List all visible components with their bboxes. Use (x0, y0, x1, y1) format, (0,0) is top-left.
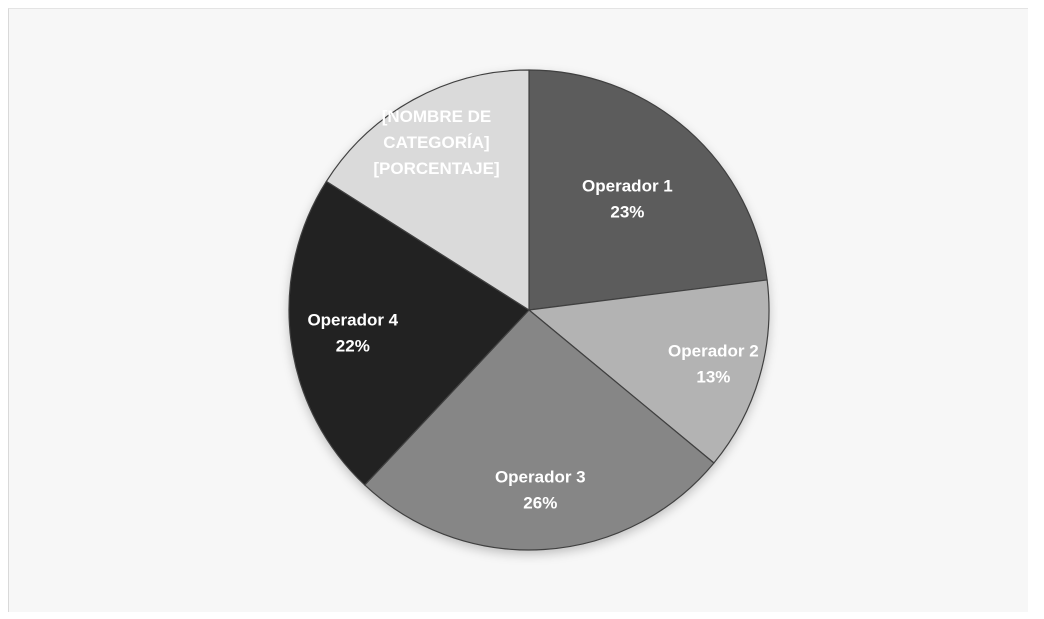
slice-category-label: Operador 2 (668, 342, 759, 361)
slice-label-4: Operador 4 22% (307, 310, 398, 355)
slice-percent-label: 22% (336, 336, 370, 355)
slice-label-1: Operador 1 23% (582, 176, 673, 221)
slice-category-label: Operador 3 (495, 468, 586, 487)
pie-slice-5 (325, 69, 530, 311)
slice-category-label: [NOMBRE DE (382, 107, 492, 126)
pie-slice-2 (528, 279, 770, 464)
slice-category-label: Operador 1 (582, 176, 673, 195)
slice-label-3: Operador 3 26% (495, 468, 586, 513)
pie-slice-4 (288, 180, 530, 486)
slice-percent-label: 26% (523, 494, 557, 513)
slice-category-label: Operador 4 (307, 310, 398, 329)
pie-slice-1 (528, 69, 768, 311)
pie-labels: Operador 1 23%Operador 2 13%Operador 3 26%O… (307, 107, 758, 513)
slice-percent-label: 13% (696, 368, 730, 387)
slice-label-2: Operador 2 13% (668, 342, 759, 387)
chart-area: Operador 1 23% Operador 2 13% Operador 3 26% O… (8, 8, 1028, 612)
pie-chart: Operador 1 23%Operador 2 13%Operador 3 26%O… (288, 69, 770, 551)
pie-slice-3 (364, 309, 715, 551)
slice-label-5: [NOMBRE DE CATEGORÍA] [PORCENTAJE] (373, 107, 499, 178)
pie-slices (288, 69, 770, 551)
slice-percent-label: [PORCENTAJE] (373, 159, 499, 178)
slice-percent-label: 23% (610, 202, 644, 221)
slice-category-label: CATEGORÍA] (383, 133, 489, 152)
